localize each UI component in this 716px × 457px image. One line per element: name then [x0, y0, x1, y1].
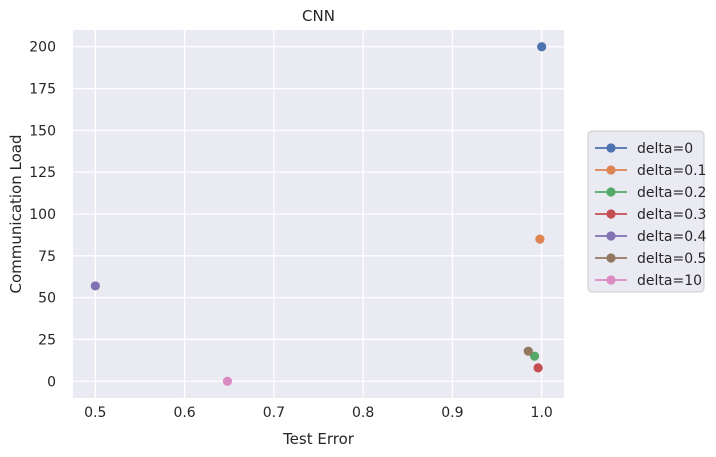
y-tick-label: 125	[29, 165, 56, 181]
grid-lines	[73, 30, 564, 398]
legend-label: delta=0.1	[637, 163, 706, 179]
data-points	[90, 42, 547, 386]
x-tick-label: 0.9	[441, 405, 463, 421]
y-tick-labels: 0 25 50 75 100 125 150 175 200	[29, 40, 56, 391]
legend-marker-delta-0-2	[606, 187, 616, 197]
x-axis-label: Test Error	[282, 430, 355, 448]
legend-label: delta=0.4	[637, 229, 707, 245]
y-tick-label: 50	[38, 291, 56, 307]
y-axis-label: Communication Load	[7, 135, 25, 294]
y-tick-label: 25	[38, 332, 56, 348]
x-tick-label: 0.7	[263, 405, 285, 421]
x-tick-labels: 0.5 0.6 0.7 0.8 0.9 1.0	[84, 405, 553, 421]
legend-label: delta=10	[637, 273, 702, 289]
data-point-delta-0-1	[535, 234, 545, 244]
legend-frame	[587, 130, 705, 293]
y-tick-label: 175	[29, 82, 56, 98]
y-tick-label: 200	[29, 40, 56, 56]
y-tick-label: 100	[29, 207, 56, 223]
y-tick-label: 75	[38, 249, 56, 265]
data-point-delta-0-3	[533, 363, 543, 373]
legend-marker-delta-0-3	[606, 209, 616, 219]
x-tick-label: 0.6	[173, 405, 195, 421]
x-tick-label: 0.5	[84, 405, 106, 421]
legend-label: delta=0.5	[637, 251, 706, 267]
y-tick-label: 150	[29, 123, 56, 139]
x-tick-label: 1.0	[531, 405, 553, 421]
data-point-delta-0	[537, 42, 547, 52]
data-point-delta-10	[222, 376, 233, 386]
legend-marker-delta-0	[606, 143, 616, 153]
x-tick-label: 0.8	[352, 405, 374, 421]
legend-marker-delta-0-4	[606, 231, 616, 241]
chart-title: CNN	[302, 7, 335, 25]
data-point-delta-0-2	[529, 351, 540, 361]
legend-marker-delta-10	[606, 275, 616, 285]
legend: delta=0 delta=0.1 delta=0.2 delta=0.3 delta=…	[587, 130, 707, 293]
data-point-delta-0-5	[523, 346, 533, 356]
legend-label: delta=0.2	[637, 185, 706, 201]
legend-label: delta=0.3	[637, 207, 706, 223]
y-tick-label: 0	[47, 374, 56, 390]
data-point-delta-0-4	[90, 281, 100, 291]
legend-label: delta=0	[637, 141, 693, 157]
legend-marker-delta-0-5	[606, 253, 616, 263]
legend-marker-delta-0-1	[606, 165, 616, 175]
